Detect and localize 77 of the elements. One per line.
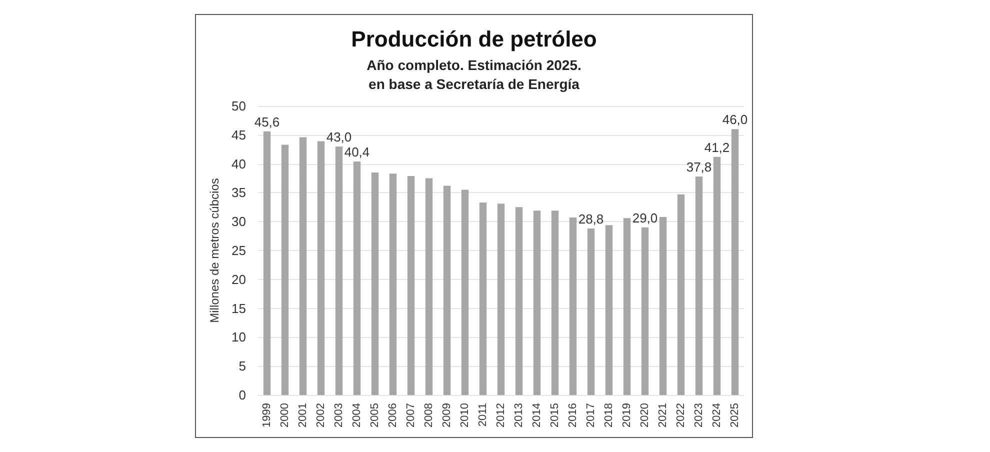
data-label: 28,8 bbox=[578, 212, 604, 227]
y-tick-label: 30 bbox=[232, 214, 246, 230]
bar bbox=[731, 129, 739, 395]
bar bbox=[713, 156, 721, 395]
bar bbox=[371, 172, 379, 395]
x-tick-label: 2004 bbox=[351, 403, 363, 428]
bar bbox=[461, 190, 469, 395]
y-tick-label: 50 bbox=[232, 98, 246, 114]
y-tick-label: 40 bbox=[232, 156, 246, 172]
x-tick-label: 2022 bbox=[675, 403, 687, 428]
x-tick-label: 2007 bbox=[405, 403, 417, 428]
bar bbox=[299, 137, 307, 395]
x-tick-label: 2014 bbox=[531, 403, 543, 428]
data-label: 45,6 bbox=[254, 114, 280, 130]
bar bbox=[623, 218, 631, 395]
y-tick-label: 0 bbox=[238, 388, 246, 402]
data-label: 41,2 bbox=[704, 140, 730, 155]
bar bbox=[281, 144, 289, 395]
x-tick-label: 2001 bbox=[297, 403, 309, 428]
x-tick-label: 2020 bbox=[639, 403, 651, 428]
x-tick-label: 2017 bbox=[585, 403, 597, 428]
y-tick-label: 20 bbox=[232, 272, 246, 287]
y-axis-title: Millones de metros cúbcios bbox=[208, 178, 222, 323]
bar bbox=[317, 141, 325, 395]
y-tick-label: 35 bbox=[232, 185, 246, 200]
x-tick-label: 2010 bbox=[459, 403, 471, 428]
y-tick-label: 25 bbox=[232, 243, 246, 258]
text: en base a Secretaría de Energía bbox=[368, 76, 580, 92]
bar bbox=[443, 186, 451, 395]
data-label: 46,0 bbox=[722, 112, 748, 128]
x-tick-label: 2018 bbox=[603, 403, 615, 428]
bar bbox=[641, 227, 649, 395]
y-tick-label: 10 bbox=[232, 330, 246, 345]
bar bbox=[551, 210, 559, 395]
chart-title: Producción de petróleo bbox=[351, 26, 597, 52]
data-label: 37,8 bbox=[686, 160, 712, 175]
bar bbox=[497, 204, 505, 395]
bar bbox=[479, 202, 487, 395]
bar bbox=[677, 194, 685, 395]
x-tick-label: 2011 bbox=[477, 403, 489, 427]
x-tick-label: 2005 bbox=[369, 403, 381, 428]
bar bbox=[335, 146, 343, 395]
x-tick-label: 2016 bbox=[567, 403, 579, 428]
x-tick-label: 2000 bbox=[279, 403, 291, 428]
bar bbox=[353, 161, 361, 395]
data-label: 40,4 bbox=[344, 144, 370, 160]
x-tick-label: 2003 bbox=[333, 403, 345, 428]
bar bbox=[263, 131, 271, 395]
y-tick-label: 5 bbox=[238, 358, 246, 374]
x-tick-label: 2015 bbox=[549, 403, 561, 428]
y-tick-label: 15 bbox=[232, 300, 246, 316]
bar bbox=[569, 218, 577, 395]
x-tick-label: 2023 bbox=[693, 403, 705, 428]
bar bbox=[425, 178, 433, 395]
bar bbox=[389, 174, 397, 395]
x-tick-label: 2019 bbox=[621, 403, 633, 428]
x-tick-label: 2006 bbox=[387, 403, 399, 428]
bar bbox=[587, 228, 595, 395]
y-tick-label: 45 bbox=[232, 127, 246, 142]
x-tick-label: 2009 bbox=[441, 403, 453, 428]
data-label: 43,0 bbox=[326, 129, 352, 144]
data-label: 29,0 bbox=[632, 210, 658, 226]
x-tick-label: 2012 bbox=[495, 403, 507, 428]
x-tick-label: 2024 bbox=[711, 403, 723, 428]
x-tick-label: 2021 bbox=[657, 403, 669, 428]
bar bbox=[533, 210, 541, 395]
x-tick-label: 2025 bbox=[729, 403, 741, 428]
bar bbox=[407, 176, 415, 395]
chart-subtitle: Año completo. Estimación 2025. bbox=[366, 57, 582, 73]
x-tick-label: 2013 bbox=[513, 403, 525, 428]
bar bbox=[515, 207, 523, 395]
x-tick-label: 2008 bbox=[423, 403, 435, 428]
x-tick-label: 1999 bbox=[261, 403, 273, 428]
x-tick-label: 2002 bbox=[315, 403, 327, 428]
bar bbox=[659, 216, 667, 395]
bar bbox=[605, 225, 613, 395]
bar bbox=[695, 176, 703, 395]
